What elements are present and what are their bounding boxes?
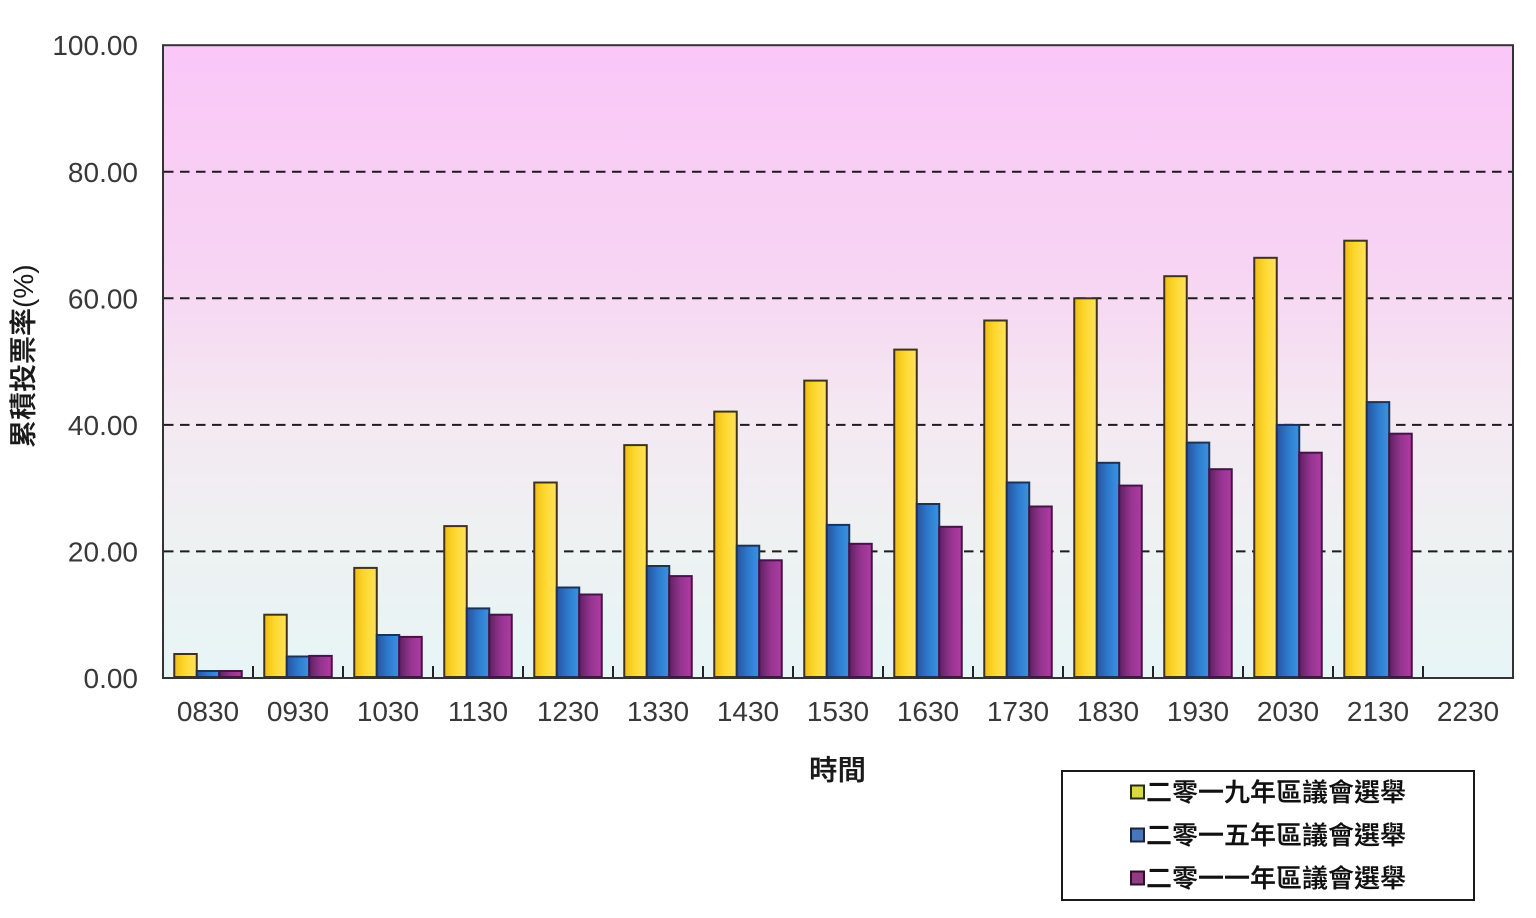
svg-text:1230: 1230 [537, 696, 599, 727]
svg-text:0830: 0830 [177, 696, 239, 727]
svg-text:0930: 0930 [267, 696, 329, 727]
svg-text:60.00: 60.00 [68, 283, 138, 314]
svg-text:1830: 1830 [1077, 696, 1139, 727]
svg-text:2030: 2030 [1257, 696, 1319, 727]
svg-text:1930: 1930 [1167, 696, 1229, 727]
svg-text:20.00: 20.00 [68, 536, 138, 567]
svg-text:2130: 2130 [1347, 696, 1409, 727]
svg-text:1430: 1430 [717, 696, 779, 727]
svg-text:1030: 1030 [357, 696, 419, 727]
svg-text:1530: 1530 [807, 696, 869, 727]
svg-text:(%): (%) [8, 264, 39, 308]
svg-text:2230: 2230 [1437, 696, 1499, 727]
svg-text:1630: 1630 [897, 696, 959, 727]
svg-text:80.00: 80.00 [68, 157, 138, 188]
svg-text:1730: 1730 [987, 696, 1049, 727]
svg-text:40.00: 40.00 [68, 410, 138, 441]
svg-text:1130: 1130 [448, 696, 508, 727]
svg-text:1330: 1330 [627, 696, 689, 727]
svg-text:0.00: 0.00 [84, 663, 139, 694]
svg-text:100.00: 100.00 [52, 30, 138, 61]
